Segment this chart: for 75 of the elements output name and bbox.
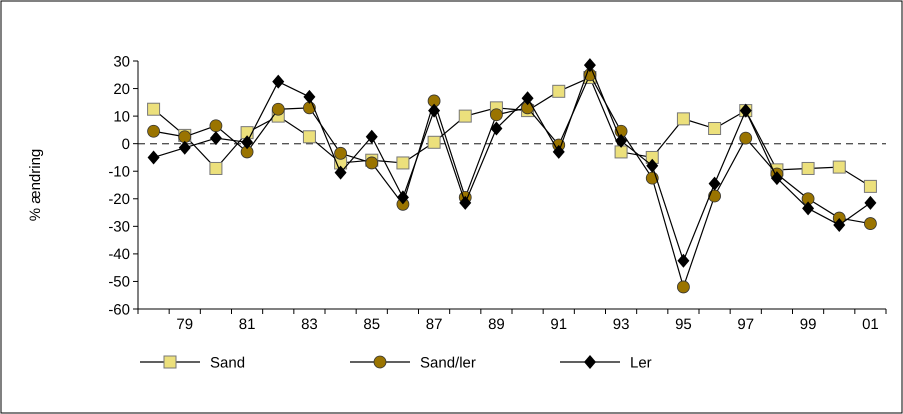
x-tick-label: 89 <box>488 316 505 333</box>
point <box>552 84 566 98</box>
y-tick-label: -10 <box>108 163 130 180</box>
y-tick-label: -20 <box>108 191 130 208</box>
point <box>770 171 783 186</box>
point <box>428 94 440 108</box>
point <box>615 134 628 148</box>
legend-label: Sand <box>210 354 246 372</box>
point <box>676 112 690 126</box>
point <box>240 146 254 158</box>
point <box>396 156 410 170</box>
point <box>864 196 876 210</box>
x-tick-label: 81 <box>238 316 256 333</box>
point <box>272 102 285 116</box>
x-tick-label: 95 <box>675 316 692 333</box>
y-axis-title: % ændring <box>27 148 44 222</box>
y-tick-label: -50 <box>108 274 130 291</box>
x-tick-label: 99 <box>800 316 816 333</box>
x-tick-label: 97 <box>737 316 754 333</box>
point <box>147 102 160 116</box>
point <box>209 162 222 175</box>
point <box>366 130 378 144</box>
point <box>677 280 690 294</box>
point <box>802 162 815 175</box>
y-tick-label: -30 <box>108 218 130 236</box>
point <box>396 190 409 204</box>
point <box>864 217 877 230</box>
point <box>334 146 347 160</box>
point <box>832 160 846 174</box>
legend-label: Ler <box>630 354 652 372</box>
point <box>458 110 472 123</box>
point <box>302 130 316 144</box>
y-tick-label: -60 <box>108 301 130 318</box>
y-tick-label: 0 <box>122 136 130 153</box>
point <box>147 124 160 138</box>
point <box>708 176 721 191</box>
point <box>802 201 814 216</box>
point <box>428 104 440 118</box>
point <box>303 90 316 104</box>
point <box>178 140 191 155</box>
point <box>490 122 502 136</box>
point <box>490 108 503 122</box>
x-tick-label: 83 <box>301 316 318 333</box>
x-tick-label: 93 <box>612 316 630 333</box>
point <box>522 91 534 106</box>
point <box>739 132 752 145</box>
point <box>614 145 628 158</box>
point <box>864 180 877 193</box>
x-tick-label: 01 <box>862 316 879 333</box>
point <box>148 150 160 164</box>
point <box>833 218 846 232</box>
point <box>802 192 814 206</box>
point <box>210 119 222 132</box>
point <box>428 136 441 149</box>
y-tick-label: 10 <box>113 108 130 126</box>
point <box>241 135 254 150</box>
x-tick-label: 85 <box>363 316 380 333</box>
y-tick-label: -40 <box>108 246 130 264</box>
point <box>708 190 721 202</box>
point <box>334 166 347 180</box>
x-tick-label: 91 <box>550 316 568 333</box>
legend-label: Sand/ler <box>420 354 476 372</box>
point <box>459 196 472 210</box>
point <box>365 156 378 170</box>
x-tick-label: 79 <box>176 316 194 333</box>
point <box>677 254 690 268</box>
point <box>552 144 565 159</box>
x-tick-label: 87 <box>426 316 442 333</box>
point <box>210 131 222 146</box>
point <box>646 158 658 173</box>
point <box>272 74 284 89</box>
point <box>708 122 722 136</box>
y-tick-label: 20 <box>113 80 130 98</box>
point <box>584 58 596 72</box>
y-tick-label: 30 <box>113 53 130 70</box>
